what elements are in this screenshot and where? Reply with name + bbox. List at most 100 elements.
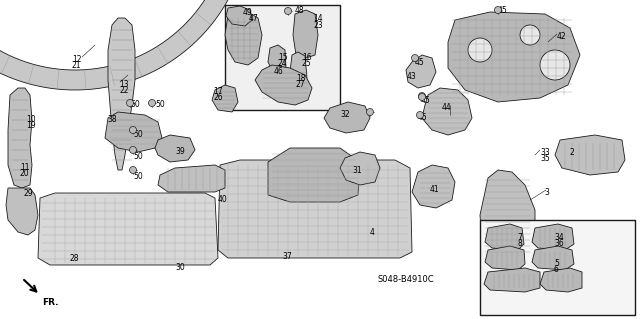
Text: 18: 18	[296, 74, 305, 83]
Polygon shape	[225, 12, 262, 65]
Text: 50: 50	[133, 152, 143, 161]
Polygon shape	[324, 102, 370, 133]
Text: 47: 47	[249, 14, 259, 23]
Text: 49: 49	[243, 8, 253, 17]
Polygon shape	[6, 188, 38, 235]
Text: 6: 6	[554, 265, 559, 274]
Text: 28: 28	[69, 254, 79, 263]
Text: 17: 17	[213, 87, 223, 96]
Text: 45: 45	[418, 113, 428, 122]
Polygon shape	[218, 160, 412, 258]
Text: 25: 25	[302, 59, 312, 68]
Text: 31: 31	[352, 166, 362, 175]
Circle shape	[127, 100, 134, 107]
Text: 50: 50	[130, 100, 140, 109]
Polygon shape	[532, 224, 574, 250]
Text: 19: 19	[26, 121, 36, 130]
Text: 50: 50	[133, 172, 143, 181]
Text: 14: 14	[313, 14, 323, 23]
Text: 50: 50	[155, 100, 164, 109]
Polygon shape	[293, 10, 318, 58]
Polygon shape	[270, 65, 285, 83]
Text: 35: 35	[540, 154, 550, 163]
Circle shape	[468, 38, 492, 62]
Text: 38: 38	[107, 115, 116, 124]
Text: 34: 34	[554, 233, 564, 242]
Text: 23: 23	[313, 21, 323, 30]
Circle shape	[520, 25, 540, 45]
Text: 41: 41	[430, 185, 440, 194]
Text: 39: 39	[175, 147, 185, 156]
Circle shape	[129, 167, 136, 174]
Text: 44: 44	[442, 103, 452, 112]
Text: 33: 33	[540, 148, 550, 157]
Bar	[225, 5, 340, 110]
Polygon shape	[340, 152, 380, 185]
Circle shape	[129, 127, 136, 133]
Text: 24: 24	[278, 59, 287, 68]
Polygon shape	[485, 224, 524, 250]
Text: 42: 42	[557, 32, 566, 41]
Polygon shape	[105, 112, 162, 152]
Polygon shape	[212, 85, 238, 112]
Text: 22: 22	[119, 86, 129, 95]
Text: 8: 8	[517, 239, 522, 248]
Polygon shape	[155, 135, 195, 162]
Circle shape	[419, 93, 426, 100]
Polygon shape	[8, 88, 32, 188]
Text: 36: 36	[554, 239, 564, 248]
Text: 20: 20	[20, 169, 29, 178]
Polygon shape	[448, 12, 580, 102]
Polygon shape	[290, 52, 307, 82]
Circle shape	[412, 55, 419, 62]
Polygon shape	[158, 165, 225, 192]
Text: 37: 37	[282, 252, 292, 261]
Circle shape	[417, 112, 424, 118]
Circle shape	[495, 6, 502, 13]
Polygon shape	[108, 18, 135, 170]
Text: 40: 40	[218, 195, 228, 204]
Text: 5: 5	[554, 259, 559, 268]
Text: 45: 45	[421, 96, 431, 105]
Text: 2: 2	[569, 148, 573, 157]
Text: 12: 12	[72, 55, 81, 64]
Polygon shape	[422, 88, 472, 135]
Text: 26: 26	[213, 93, 223, 102]
Text: 21: 21	[72, 61, 81, 70]
Polygon shape	[540, 268, 582, 292]
Polygon shape	[38, 193, 218, 265]
Text: 45: 45	[415, 58, 425, 67]
Text: 7: 7	[517, 233, 522, 242]
Text: 27: 27	[296, 80, 306, 89]
Text: S048-B4910C: S048-B4910C	[378, 275, 435, 284]
Text: 43: 43	[407, 72, 417, 81]
Polygon shape	[255, 65, 312, 105]
Circle shape	[540, 50, 570, 80]
Polygon shape	[555, 135, 625, 175]
Text: 4: 4	[370, 228, 375, 237]
Text: 30: 30	[175, 263, 185, 272]
Text: 15: 15	[278, 53, 287, 62]
Bar	[480, 220, 635, 315]
Polygon shape	[484, 268, 540, 292]
Text: 32: 32	[340, 110, 349, 119]
Polygon shape	[485, 246, 525, 270]
Polygon shape	[480, 170, 535, 265]
Text: 16: 16	[302, 53, 312, 62]
Polygon shape	[412, 165, 455, 208]
Polygon shape	[0, 0, 239, 90]
Polygon shape	[268, 148, 360, 202]
Circle shape	[129, 146, 136, 153]
Circle shape	[419, 93, 426, 100]
Text: 13: 13	[119, 80, 129, 89]
Polygon shape	[268, 45, 286, 72]
Polygon shape	[532, 246, 574, 270]
Circle shape	[367, 108, 374, 115]
Text: 29: 29	[24, 189, 34, 198]
Text: 3: 3	[544, 188, 549, 197]
Circle shape	[148, 100, 156, 107]
Text: 48: 48	[295, 6, 305, 15]
Text: FR.: FR.	[42, 298, 58, 307]
Text: 11: 11	[20, 163, 29, 172]
Polygon shape	[226, 6, 252, 26]
